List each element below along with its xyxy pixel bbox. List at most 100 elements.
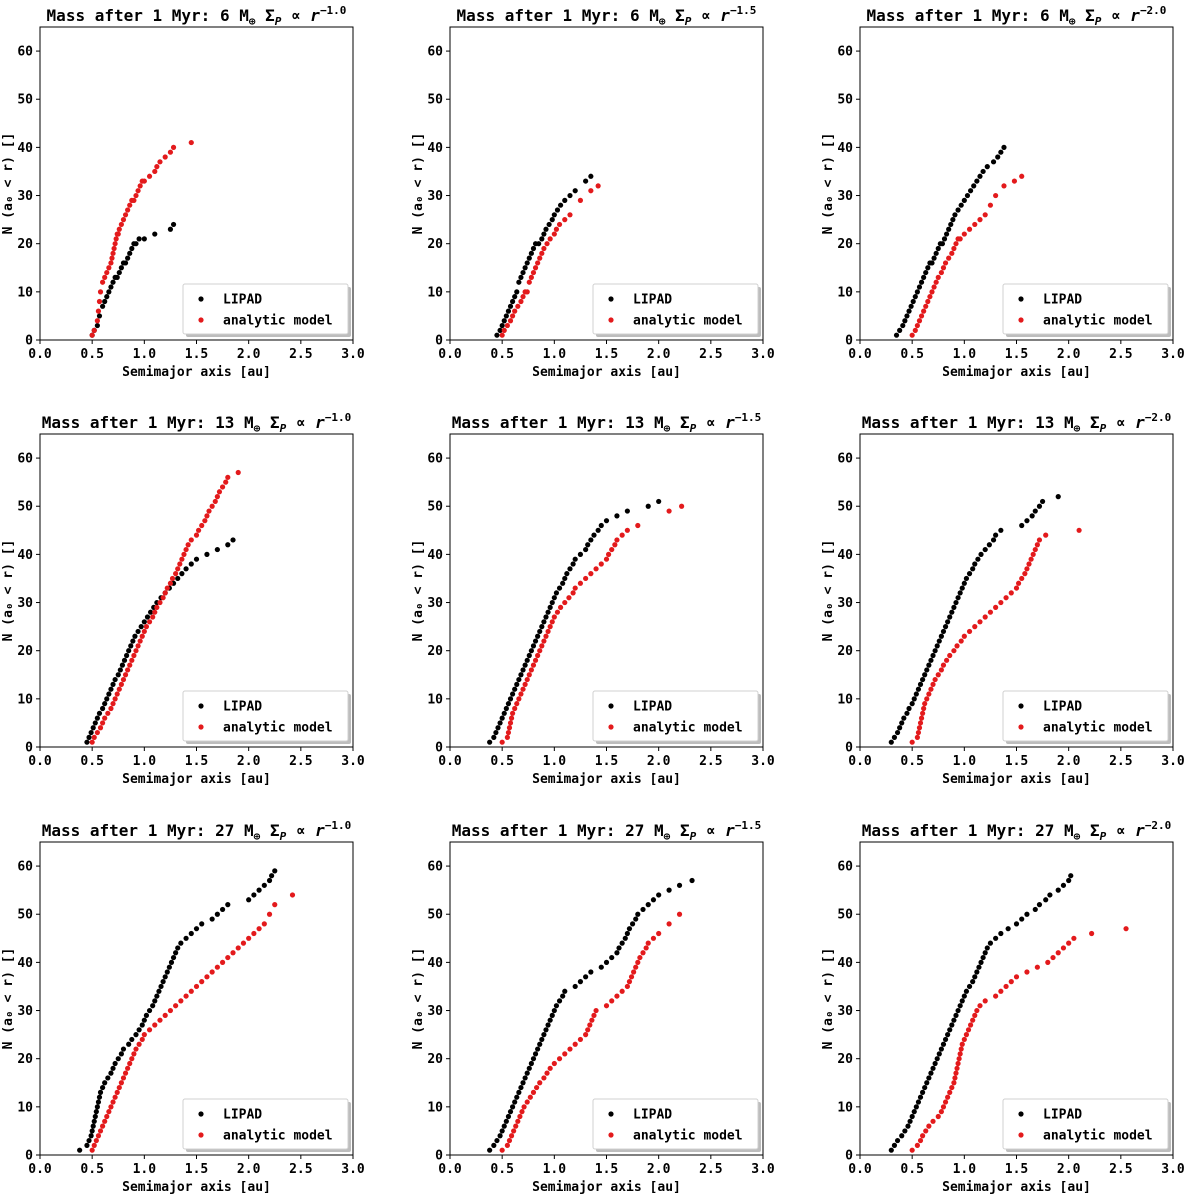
data-point <box>888 739 894 745</box>
data-point <box>953 1012 959 1018</box>
data-point <box>560 993 566 999</box>
subplot-2-3: Mass after 1 Myr: 13 M⊕ ΣP ∝ r−2.0 0.0 0.5… <box>821 411 1185 787</box>
data-point <box>963 1032 970 1038</box>
data-point <box>106 265 112 271</box>
x-tick-label: 1.0 <box>953 1162 977 1177</box>
data-point <box>499 1128 505 1134</box>
data-point <box>491 1142 497 1148</box>
data-point <box>164 969 170 975</box>
y-tick-label: 0 <box>25 334 33 349</box>
radius-symbol: r <box>725 413 735 432</box>
data-point <box>505 308 512 314</box>
data-point <box>93 1137 99 1144</box>
data-point <box>167 580 174 586</box>
legend-box <box>182 1098 349 1150</box>
data-point <box>966 628 973 635</box>
y-tick-label: 20 <box>427 237 443 252</box>
data-point <box>1032 906 1038 913</box>
data-point <box>539 250 545 256</box>
data-point <box>977 173 983 179</box>
data-point <box>112 696 118 702</box>
data-point <box>133 241 139 247</box>
data-point <box>102 1080 108 1086</box>
sigma-symbol: Σ <box>270 821 280 840</box>
data-point <box>100 303 106 309</box>
data-point <box>209 503 215 509</box>
data-point <box>982 950 988 956</box>
data-point <box>152 231 158 237</box>
y-tick-label: 50 <box>837 500 853 515</box>
data-point <box>570 590 576 596</box>
proportional-symbol: ∝ <box>696 821 725 840</box>
y-tick-label: 20 <box>427 644 443 659</box>
data-point <box>924 1080 930 1086</box>
data-point <box>95 1099 102 1105</box>
data-point <box>666 887 672 893</box>
data-point <box>961 197 967 203</box>
data-point <box>998 149 1004 155</box>
data-point <box>591 1012 597 1018</box>
data-point <box>583 1032 589 1038</box>
data-point <box>933 279 939 285</box>
data-point <box>911 696 917 702</box>
data-point <box>965 1027 972 1033</box>
series-lipad <box>77 868 278 1153</box>
y-tick-label: 10 <box>427 1100 443 1115</box>
data-point <box>183 566 189 572</box>
data-point <box>204 513 210 519</box>
data-point <box>987 202 994 208</box>
data-point <box>894 1137 901 1144</box>
data-point <box>527 1094 533 1100</box>
title-exponent: −2.0 <box>1145 819 1172 832</box>
subplot-title: Mass after 1 Myr: 27 M⊕ ΣP ∝ r−1.0 <box>42 819 352 843</box>
data-point <box>967 188 974 194</box>
data-point <box>501 327 507 333</box>
data-point <box>111 245 117 252</box>
data-point <box>633 916 639 922</box>
data-point <box>598 522 604 529</box>
y-tick-label: 0 <box>435 1149 443 1164</box>
data-point <box>514 701 520 707</box>
data-point <box>230 950 236 956</box>
data-point <box>1036 902 1043 908</box>
y-tick-label: 40 <box>837 956 853 971</box>
data-point <box>532 638 539 644</box>
legend-label-analytic-model: analytic model <box>223 721 333 736</box>
subplot-title: Mass after 1 Myr: 6 M⊕ ΣP ∝ r−2.0 <box>867 4 1167 28</box>
x-tick-label: 3.0 <box>341 1162 365 1177</box>
x-tick-label: 1.0 <box>543 754 567 769</box>
data-point <box>225 902 231 908</box>
x-tick-label: 1.5 <box>185 1162 208 1177</box>
y-tick-label: 60 <box>837 860 853 875</box>
data-point <box>507 318 514 324</box>
title-gap <box>1080 413 1090 432</box>
data-point <box>545 609 551 615</box>
data-point <box>977 1003 983 1009</box>
sigma-subscript: P <box>280 830 287 843</box>
data-point <box>150 614 156 620</box>
title-space <box>640 6 650 25</box>
data-point <box>136 236 142 242</box>
data-point <box>914 289 920 295</box>
data-point <box>146 173 153 179</box>
data-point <box>518 1084 524 1091</box>
data-point <box>147 609 154 615</box>
data-point <box>588 571 594 577</box>
data-point <box>188 139 194 146</box>
data-point <box>949 609 955 615</box>
series-lipad <box>487 877 695 1153</box>
data-point <box>515 1118 521 1124</box>
data-point <box>152 609 158 615</box>
data-point <box>1003 595 1009 601</box>
data-point <box>951 245 957 252</box>
data-point <box>640 906 646 913</box>
data-point <box>940 662 947 668</box>
data-point <box>917 1137 924 1144</box>
data-point <box>516 1089 522 1095</box>
x-tick-label: 1.5 <box>185 754 208 769</box>
sigma-subscript: P <box>1100 422 1107 435</box>
data-point <box>162 154 168 160</box>
data-point <box>622 935 628 941</box>
data-point <box>1076 527 1082 533</box>
title-unit-sub: ⊕ <box>664 830 671 843</box>
